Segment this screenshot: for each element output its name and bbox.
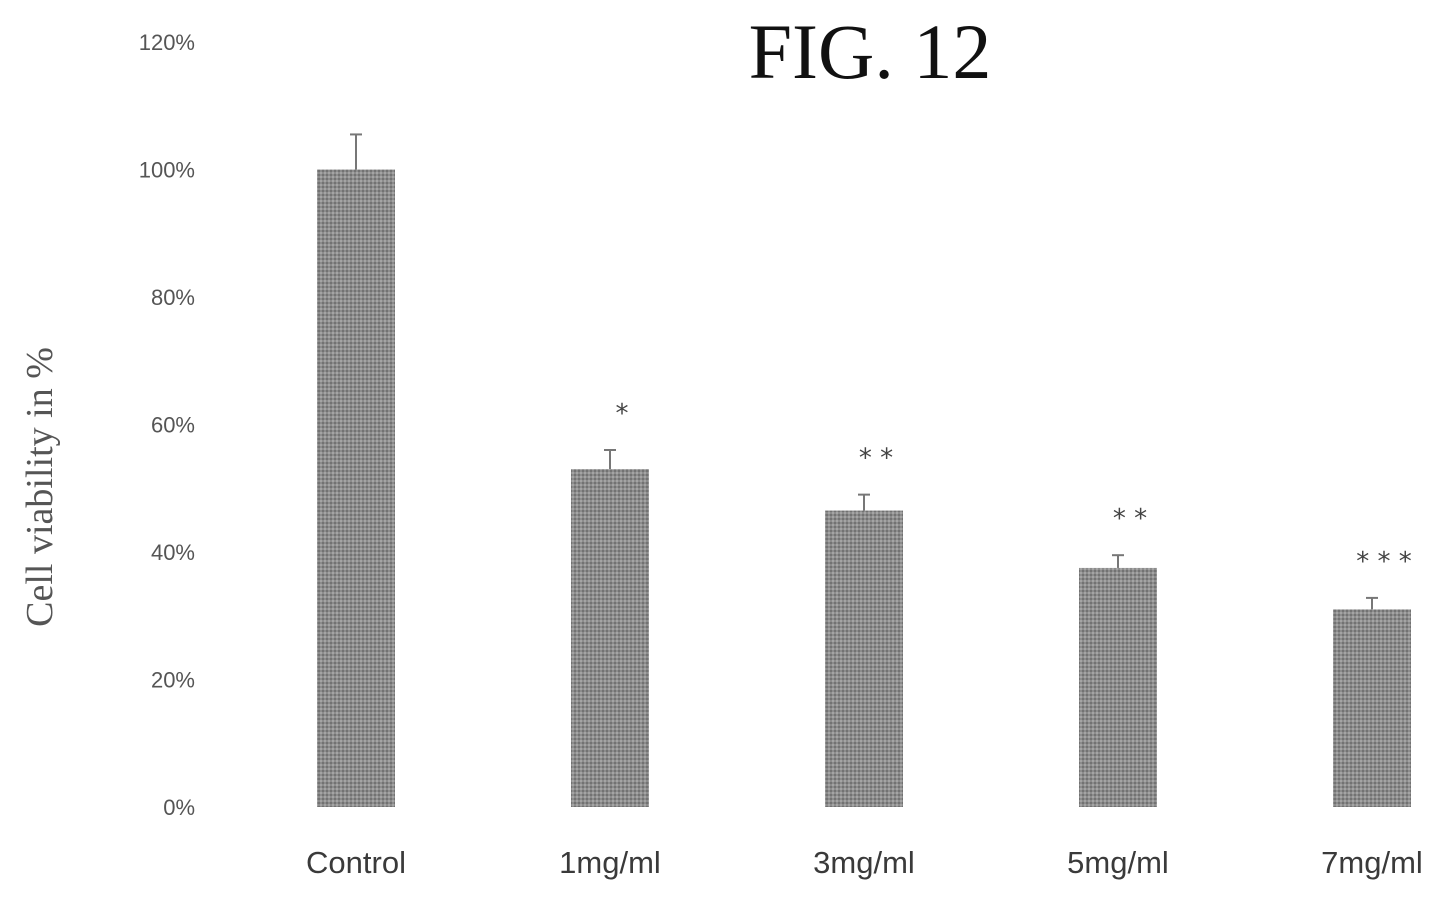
bar xyxy=(571,469,649,807)
bar xyxy=(825,510,903,807)
bar xyxy=(317,169,395,807)
significance-marker: * xyxy=(616,399,629,429)
x-tick-label: 3mg/ml xyxy=(813,845,915,880)
x-tick-label: 5mg/ml xyxy=(1067,845,1169,880)
y-tick-label: 40% xyxy=(151,540,195,565)
bars xyxy=(317,169,1411,807)
y-axis-label: Cell viability in % xyxy=(19,347,61,627)
figure-title: FIG. 12 xyxy=(749,8,992,95)
significance-marker: * * xyxy=(1113,504,1147,534)
y-tick-label: 60% xyxy=(151,413,195,438)
significance-marker: * * * xyxy=(1356,547,1412,577)
y-tick-label: 0% xyxy=(163,795,195,820)
bar xyxy=(1079,567,1157,807)
x-tick-label: 1mg/ml xyxy=(559,845,661,880)
y-axis-ticks: 0% 20% 40% 60% 80% 100% 120% xyxy=(139,30,195,820)
bar xyxy=(1333,609,1411,807)
y-tick-label: 120% xyxy=(139,30,195,55)
significance-markers: * * * * * * * * xyxy=(616,399,1412,577)
y-tick-label: 80% xyxy=(151,285,195,310)
x-tick-label: Control xyxy=(306,845,406,880)
x-tick-label: 7mg/ml xyxy=(1321,845,1423,880)
y-tick-label: 20% xyxy=(151,668,195,693)
y-tick-label: 100% xyxy=(139,158,195,183)
significance-marker: * * xyxy=(859,444,893,474)
x-axis-ticks: Control 1mg/ml 3mg/ml 5mg/ml 7mg/ml xyxy=(306,845,1423,880)
error-bars xyxy=(350,133,1378,610)
